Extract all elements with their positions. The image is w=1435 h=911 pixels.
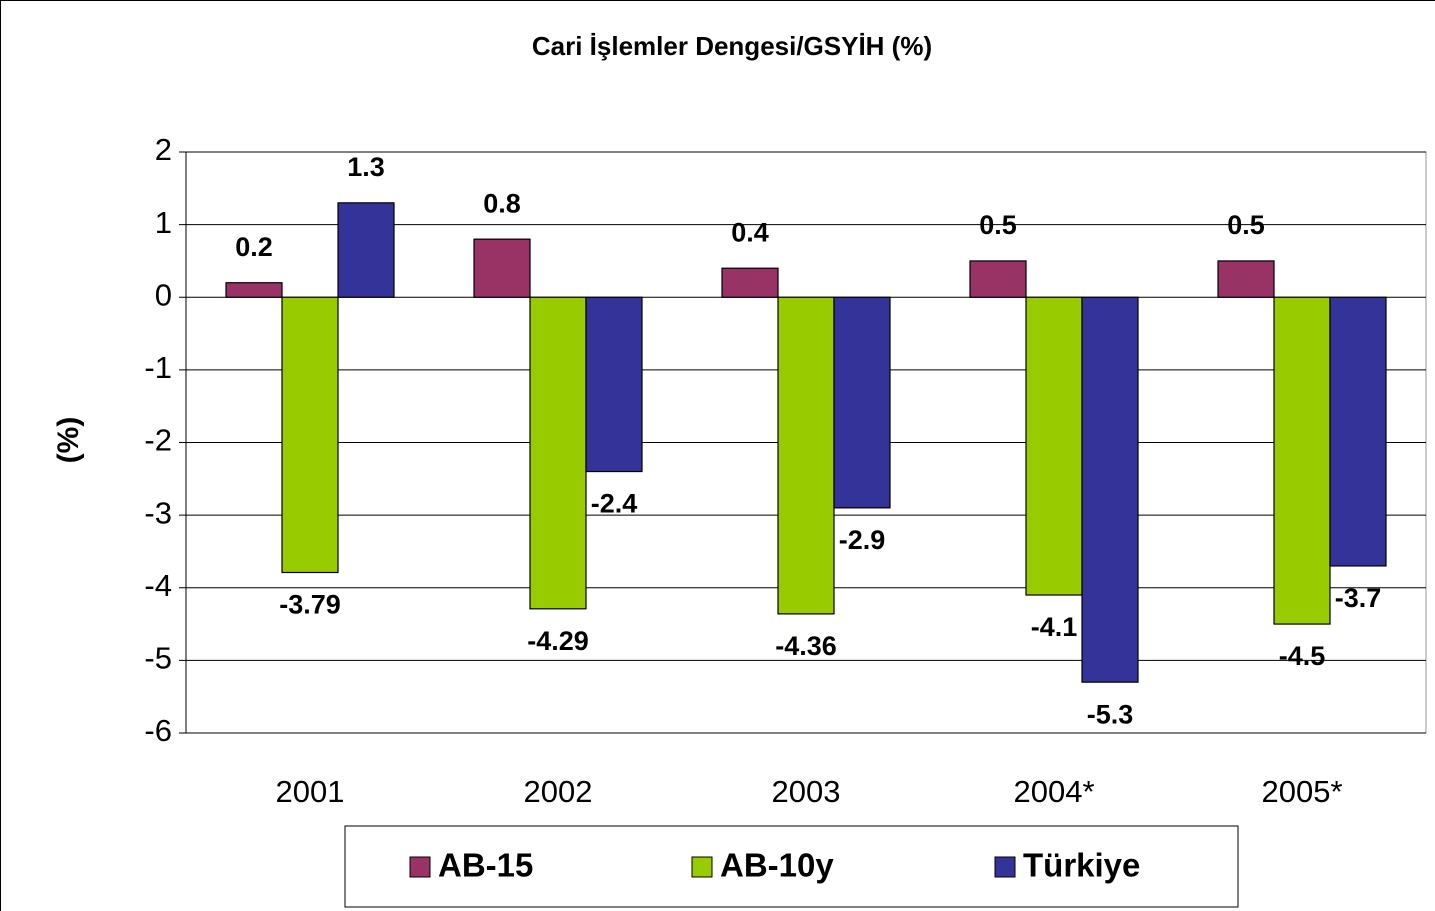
data-label: 0.8 xyxy=(483,188,521,218)
bar xyxy=(833,296,891,509)
y-tick-label: 0 xyxy=(155,277,172,312)
legend-swatch xyxy=(409,856,431,878)
bar xyxy=(473,238,531,298)
data-label: -2.4 xyxy=(591,489,638,519)
chart-title: Cari İşlemler Dengesi/GSYİH (%) xyxy=(532,31,932,61)
bar xyxy=(969,260,1027,298)
data-label: -3.7 xyxy=(1335,583,1382,613)
bar xyxy=(1273,296,1331,625)
bar xyxy=(585,296,643,473)
bar xyxy=(225,282,283,298)
x-tick-label: 2003 xyxy=(772,774,841,809)
data-label: -4.1 xyxy=(1031,612,1078,642)
x-tick-label: 2001 xyxy=(276,774,345,809)
legend-swatch xyxy=(691,856,713,878)
y-tick-label: -3 xyxy=(144,495,172,530)
y-tick-label: -4 xyxy=(144,568,172,603)
data-label: 0.2 xyxy=(235,232,273,262)
bar xyxy=(777,296,835,615)
legend xyxy=(344,825,1239,908)
y-tick-label: -6 xyxy=(144,713,172,748)
bar xyxy=(1025,296,1083,596)
data-label: 1.3 xyxy=(347,152,385,182)
data-label: -4.36 xyxy=(775,631,837,661)
legend-label: AB-15 xyxy=(438,847,533,884)
bar xyxy=(1329,296,1387,567)
y-tick-label: 2 xyxy=(155,132,172,167)
legend-label: Türkiye xyxy=(1023,847,1140,884)
x-tick-label: 2002 xyxy=(524,774,593,809)
bar xyxy=(1081,296,1139,683)
data-label: -2.9 xyxy=(839,525,886,555)
bar xyxy=(281,296,339,574)
data-label: 0.5 xyxy=(1227,210,1265,240)
y-tick-label: -1 xyxy=(144,350,172,385)
y-axis-label: (%) xyxy=(52,417,85,464)
legend-label: AB-10y xyxy=(720,847,834,884)
legend-swatch xyxy=(994,856,1016,878)
bar xyxy=(337,202,395,298)
y-tick-label: -5 xyxy=(144,641,172,676)
data-label: -5.3 xyxy=(1087,699,1134,729)
data-label: -4.5 xyxy=(1279,641,1326,671)
x-tick-label: 2004* xyxy=(1013,774,1094,809)
x-tick-label: 2005* xyxy=(1261,774,1342,809)
y-tick-label: 1 xyxy=(155,205,172,240)
data-label: -4.29 xyxy=(527,626,589,656)
bar xyxy=(1217,260,1275,298)
data-label: 0.4 xyxy=(731,217,769,247)
bar xyxy=(721,267,779,298)
bar xyxy=(529,296,587,610)
data-label: -3.79 xyxy=(279,590,341,620)
y-tick-label: -2 xyxy=(144,423,172,458)
data-label: 0.5 xyxy=(979,210,1017,240)
